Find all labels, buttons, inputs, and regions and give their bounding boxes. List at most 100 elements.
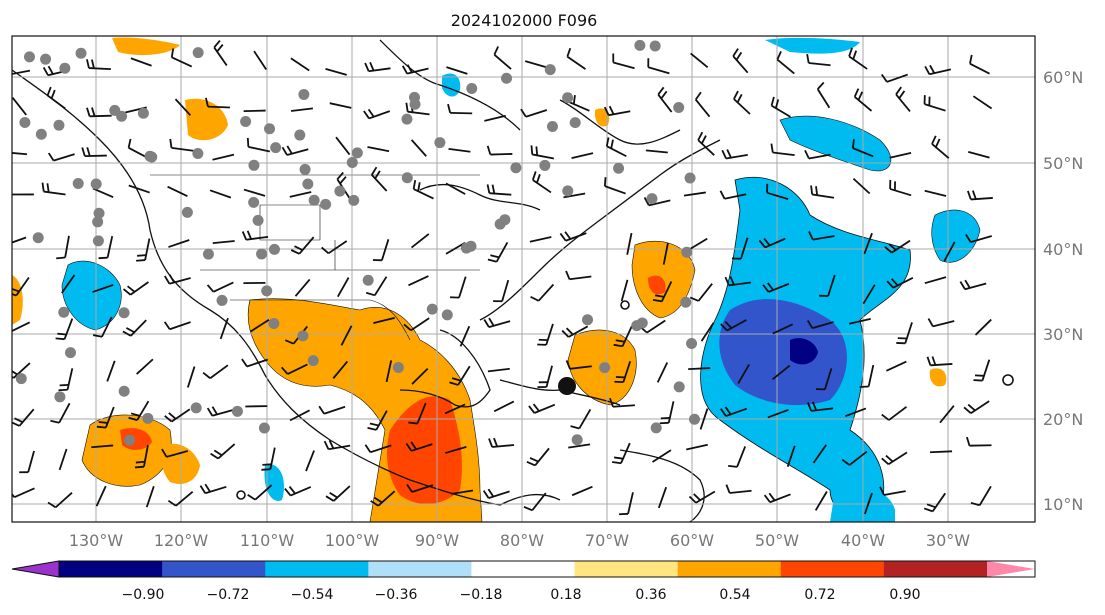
wind-barb-feather xyxy=(199,485,207,494)
lat-label: 60°N xyxy=(1043,68,1083,87)
positive-anomaly-mexico-core xyxy=(387,396,462,505)
wind-barb-feather xyxy=(841,458,851,466)
wind-barb xyxy=(772,151,795,156)
low-center-marker-2 xyxy=(620,300,630,310)
wind-barb xyxy=(105,406,115,428)
wind-barb xyxy=(410,139,427,157)
wind-barb-feather xyxy=(536,173,541,184)
wind-barb xyxy=(385,360,393,383)
wind-barb xyxy=(169,277,191,285)
wind-barb-feather xyxy=(926,356,932,366)
wind-barb-feather xyxy=(610,139,614,149)
wind-barb-feather xyxy=(853,88,860,98)
colorbar-swatch xyxy=(574,561,679,577)
wind-barb xyxy=(525,109,548,118)
wind-barb xyxy=(786,445,796,467)
wind-barb xyxy=(767,408,789,419)
wind-barb xyxy=(13,362,31,379)
colorbar-extend-max xyxy=(987,561,1035,577)
colorbar-extend-min xyxy=(12,561,59,577)
wind-barb-feather xyxy=(643,196,650,206)
wind-barb xyxy=(290,486,312,497)
wind-barb-feather xyxy=(294,245,303,251)
positive-anomaly-atlantic-west-core xyxy=(648,275,666,295)
wind-barb-feather xyxy=(290,249,300,255)
wind-barb xyxy=(565,232,587,242)
wind-barb xyxy=(824,368,833,390)
negative-anomaly-pacific xyxy=(61,260,122,331)
wind-barb xyxy=(212,153,235,161)
wind-barb-feather xyxy=(483,319,490,328)
wind-barb xyxy=(964,282,987,291)
wind-barb xyxy=(627,492,634,515)
wind-barb xyxy=(219,317,229,340)
wind-barb-feather xyxy=(405,102,409,112)
wind-barb xyxy=(487,367,510,373)
station-marker xyxy=(441,309,453,321)
wind-barb xyxy=(12,236,27,244)
wind-barb-feather xyxy=(50,89,56,99)
wind-barb xyxy=(812,321,834,330)
colorbar-swatch xyxy=(471,561,576,577)
wind-barb-feather xyxy=(806,53,810,64)
lon-label: 50°W xyxy=(755,531,799,550)
wind-barb-feather xyxy=(566,47,572,57)
positive-anomaly-canada xyxy=(185,98,228,141)
wind-barb-feather xyxy=(758,239,766,248)
wind-barb xyxy=(416,402,427,424)
wind-barb xyxy=(450,111,473,115)
wind-barb-feather xyxy=(806,320,814,329)
station-marker xyxy=(562,185,574,197)
wind-barb-feather xyxy=(323,440,330,450)
wind-barb-feather xyxy=(652,298,663,303)
wind-barb xyxy=(305,450,315,472)
wind-barb xyxy=(489,192,512,196)
wind-barb-feather xyxy=(565,270,571,280)
wind-barb xyxy=(566,55,586,70)
wind-barb-feather xyxy=(241,231,248,241)
wind-barb xyxy=(269,447,276,470)
lat-label: 50°N xyxy=(1043,154,1083,173)
wind-barb xyxy=(289,409,311,422)
wind-barb xyxy=(451,489,474,495)
wind-barb-feather xyxy=(852,50,858,60)
wind-barb xyxy=(174,98,192,116)
wind-barb xyxy=(408,275,429,287)
wind-barb xyxy=(656,362,669,383)
wind-barb xyxy=(725,407,748,417)
wind-barb-feather xyxy=(523,506,533,512)
station-marker xyxy=(546,120,558,132)
wind-barb xyxy=(620,442,631,464)
wind-barb-feather xyxy=(770,143,774,153)
wind-barb-feather xyxy=(403,323,412,332)
wind-barb-feather xyxy=(532,403,540,412)
wind-barb-feather xyxy=(374,170,381,180)
wind-barb-feather xyxy=(608,105,615,115)
station-marker xyxy=(582,314,594,326)
station-marker xyxy=(118,307,130,319)
lon-label: 70°W xyxy=(585,531,629,550)
wind-barb-feather xyxy=(205,97,209,107)
wind-barb xyxy=(621,325,633,347)
wind-barb xyxy=(620,279,629,302)
wind-barb-feather xyxy=(719,190,726,200)
wind-barb xyxy=(55,491,73,509)
wind-barb-feather xyxy=(56,256,66,260)
wind-barb-feather xyxy=(530,295,540,302)
wind-barb xyxy=(827,274,836,297)
wind-barb-feather xyxy=(807,402,813,412)
wind-barb-feather xyxy=(167,499,177,507)
station-markers xyxy=(15,39,700,446)
wind-barb xyxy=(930,363,953,367)
wind-barb xyxy=(209,364,229,379)
wind-barb-feather xyxy=(168,412,177,420)
wind-barb-feather xyxy=(888,243,897,251)
positive-anomaly-alaska xyxy=(112,37,180,56)
wind-barb-feather xyxy=(721,149,727,159)
wind-barb-feather xyxy=(321,246,330,255)
wind-barb-feather xyxy=(12,421,20,427)
wind-barb-feather xyxy=(410,441,417,450)
wind-barb-feather xyxy=(559,232,567,242)
wind-barb xyxy=(695,490,716,504)
wind-barb xyxy=(728,281,751,287)
